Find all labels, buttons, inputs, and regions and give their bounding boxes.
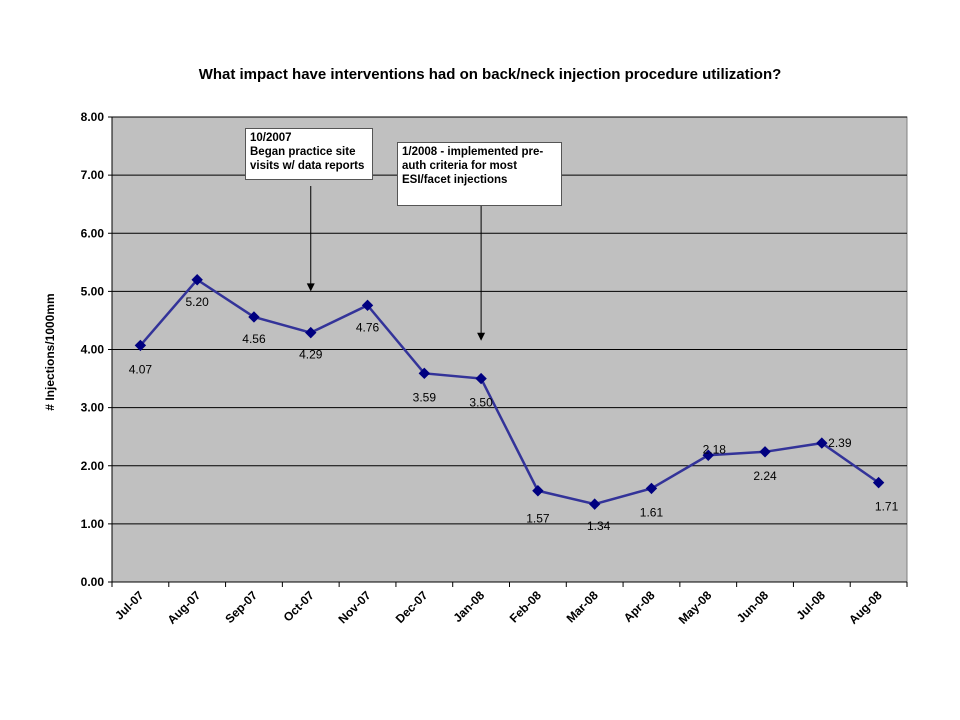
y-axis-label: # Injections/1000mm (43, 293, 57, 410)
data-label: 2.18 (703, 442, 727, 456)
x-tick-label: Feb-08 (507, 588, 544, 625)
data-label: 1.57 (526, 512, 550, 526)
data-label: 5.20 (185, 295, 209, 309)
data-label: 2.24 (753, 469, 777, 483)
data-point (418, 367, 431, 380)
x-tick-label: Jan-08 (450, 588, 487, 625)
data-label: 4.56 (242, 332, 266, 346)
data-label: 3.59 (413, 390, 437, 404)
x-tick-label: Oct-07 (281, 588, 318, 625)
series-line (134, 274, 885, 510)
data-point (645, 482, 658, 495)
data-point (872, 476, 885, 489)
data-labels: 4.07 5.20 4.56 4.29 4.76 3.59 3.50 1.57 1.34 1.61… (129, 295, 899, 533)
chart-title: What impact have interventions had on ba… (198, 66, 782, 83)
x-tick-label: Jul-08 (794, 588, 829, 623)
data-label: 4.29 (299, 348, 323, 362)
data-label: 4.07 (129, 362, 153, 376)
data-point (191, 274, 203, 286)
annotation-callout-oct07: 10/2007 Began practice site visits w/ da… (245, 128, 373, 180)
annotation-callout-jan08: 1/2008 - implemented pre- auth criteria … (397, 142, 562, 206)
x-tick-label: Mar-08 (564, 588, 601, 625)
annotation-arrowhead (306, 283, 315, 292)
data-point (361, 299, 374, 312)
x-tick-label: Apr-08 (621, 588, 658, 625)
x-tick-labels: Jul-07 Aug-07 Sep-07 Oct-07 Nov-07 Dec-07 Jan-… (111, 582, 908, 627)
annotation-arrows (306, 186, 486, 341)
x-tick-label: Jul-07 (112, 588, 147, 623)
y-tick-label: 7.00 (81, 168, 105, 182)
data-point (759, 446, 771, 458)
y-tick-label: 5.00 (81, 284, 105, 298)
data-point (248, 311, 260, 323)
data-label: 1.34 (587, 519, 611, 533)
gridlines (108, 116, 907, 583)
data-point (305, 326, 317, 339)
y-tick-label: 2.00 (81, 459, 105, 473)
data-point (134, 339, 147, 352)
data-point (475, 372, 487, 385)
data-point (588, 498, 601, 510)
x-tick-label: Aug-08 (846, 588, 885, 627)
x-tick-label: Dec-07 (393, 588, 431, 626)
data-point (702, 449, 714, 461)
data-point (532, 485, 544, 497)
y-tick-label: 8.00 (81, 110, 105, 124)
data-point (816, 437, 828, 449)
y-tick-label: 0.00 (81, 575, 105, 589)
x-tick-label: Nov-07 (335, 588, 373, 626)
x-tick-label: May-08 (676, 588, 715, 627)
y-tick-label: 6.00 (81, 226, 105, 240)
x-tick-label: Jun-08 (734, 588, 771, 625)
data-label: 1.61 (640, 505, 664, 519)
data-label: 4.76 (356, 320, 380, 334)
x-tick-label: Sep-07 (222, 588, 260, 626)
series-line-path (139, 278, 880, 506)
data-label: 3.50 (469, 396, 493, 410)
y-tick-label: 4.00 (81, 343, 105, 357)
annotation-arrowhead (477, 332, 486, 341)
y-tick-label: 3.00 (81, 401, 105, 415)
x-tick-label: Aug-07 (165, 588, 204, 627)
data-label: 1.71 (875, 500, 899, 514)
y-tick-labels: 0.00 1.00 2.00 3.00 4.00 5.00 6.00 7.00 8.00 (81, 110, 105, 589)
data-label: 2.39 (828, 436, 852, 450)
y-tick-label: 1.00 (81, 517, 105, 531)
